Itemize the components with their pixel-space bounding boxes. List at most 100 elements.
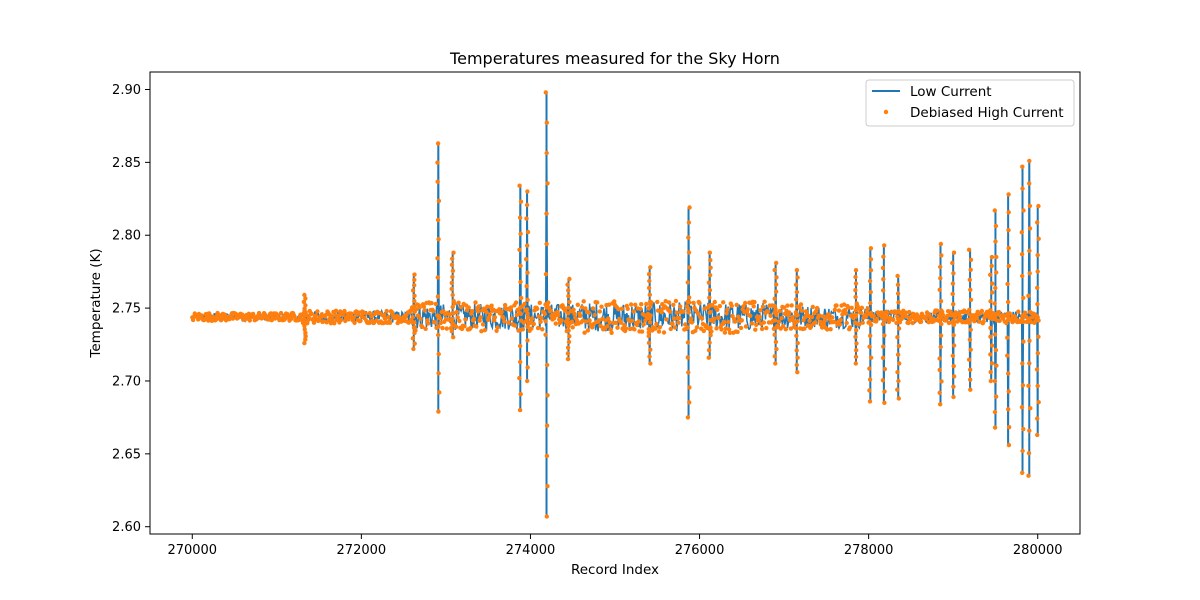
scatter-point: [301, 316, 307, 322]
scatter-point: [729, 303, 734, 309]
scatter-point: [1006, 263, 1011, 269]
scatter-point: [544, 514, 549, 519]
scatter-point: [551, 316, 557, 321]
y-tick-label: 2.85: [112, 156, 141, 171]
scatter-point: [881, 288, 886, 293]
scatter-point: [988, 299, 993, 304]
scatter-point: [1027, 158, 1032, 164]
scatter-point: [529, 316, 535, 321]
scatter-point: [213, 317, 219, 322]
scatter-point: [622, 322, 627, 328]
scatter-point: [545, 181, 550, 186]
scatter-point: [910, 320, 915, 326]
scatter-point: [625, 306, 630, 311]
scatter-point: [993, 239, 998, 244]
scatter-point: [582, 330, 587, 335]
scatter-point: [1036, 400, 1041, 405]
scatter-point: [1006, 371, 1011, 376]
scatter-point: [410, 288, 416, 293]
scatter-point: [896, 308, 901, 314]
scatter-point: [809, 314, 815, 320]
scatter-point: [596, 318, 602, 323]
scatter-point: [687, 205, 692, 210]
scatter-point: [1006, 442, 1012, 448]
scatter-point: [918, 319, 924, 324]
scatter-point: [794, 348, 799, 353]
scatter-point: [688, 316, 694, 321]
scatter-point: [647, 299, 653, 304]
scatter-point: [525, 189, 530, 194]
scatter-point: [707, 288, 713, 293]
scatter-point: [247, 318, 252, 323]
scatter-point: [686, 306, 691, 312]
scatter-point: [408, 308, 413, 313]
scatter-point: [1026, 383, 1031, 388]
scatter-point: [951, 271, 956, 276]
scatter-point: [450, 268, 456, 273]
scatter-point: [456, 300, 461, 305]
scatter-point: [843, 311, 848, 316]
scatter-point: [607, 320, 613, 325]
scatter-point: [988, 369, 993, 375]
scatter-point: [571, 307, 576, 312]
scatter-point: [1020, 361, 1025, 366]
scatter-point: [968, 377, 973, 382]
scatter-point: [580, 318, 586, 323]
y-tick-label: 2.65: [112, 447, 141, 462]
scatter-point: [412, 277, 417, 283]
scatter-point: [951, 384, 956, 389]
scatter-point: [303, 334, 308, 339]
scatter-point: [1027, 226, 1033, 231]
scatter-point: [668, 326, 673, 332]
scatter-point: [934, 308, 940, 313]
scatter-point: [708, 258, 713, 263]
scatter-point: [1021, 426, 1026, 432]
scatter-point: [694, 325, 700, 330]
scatter-point: [776, 319, 782, 324]
scatter-point: [937, 390, 942, 395]
scatter-point: [639, 302, 644, 307]
scatter-point: [463, 317, 468, 322]
scatter-point: [707, 303, 713, 308]
scatter-point: [436, 313, 441, 318]
scatter-point: [303, 330, 308, 335]
scatter-point: [548, 308, 553, 313]
scatter-point: [585, 328, 591, 333]
scatter-point: [666, 300, 672, 305]
scatter-point: [525, 270, 530, 275]
scatter-point: [789, 303, 794, 308]
scatter-point: [732, 319, 738, 324]
scatter-point: [595, 300, 600, 305]
scatter-point: [707, 310, 712, 315]
scatter-point: [806, 313, 811, 319]
scatter-point: [874, 316, 880, 322]
scatter-point: [966, 247, 972, 252]
scatter-point: [865, 306, 870, 311]
scatter-point: [518, 199, 524, 204]
scatter-point: [646, 333, 651, 339]
scatter-point: [681, 309, 686, 314]
scatter-point: [951, 333, 956, 338]
scatter-point: [615, 325, 620, 330]
scatter-point: [466, 305, 471, 310]
scatter-point: [951, 250, 957, 255]
scatter-point: [854, 341, 859, 346]
scatter-point: [411, 346, 416, 352]
scatter-point: [882, 299, 887, 304]
scatter-point: [765, 309, 771, 314]
scatter-point: [647, 278, 652, 284]
scatter-point: [685, 355, 690, 360]
scatter-point: [724, 311, 729, 316]
scatter-point: [518, 263, 523, 268]
scatter-point: [1027, 316, 1032, 321]
legend: Low Current Debiased High Current: [865, 79, 1075, 127]
scatter-point: [1006, 407, 1011, 412]
scatter-point: [1027, 428, 1032, 433]
scatter-point: [525, 229, 531, 235]
scatter-point: [1035, 383, 1040, 389]
scatter-point: [836, 308, 842, 313]
scatter-point: [853, 294, 858, 300]
scatter-point: [612, 299, 617, 304]
scatter-point: [1021, 295, 1026, 301]
scatter-point: [968, 327, 973, 332]
